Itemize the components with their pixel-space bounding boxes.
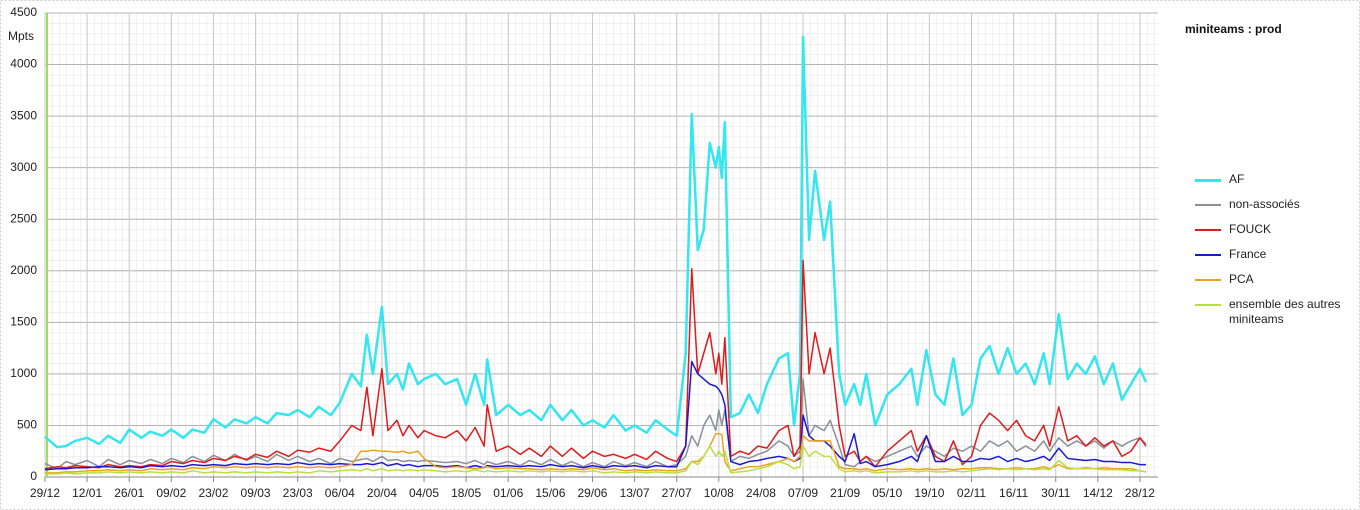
- legend-label: ensemble des autres miniteams: [1229, 297, 1341, 326]
- legend-label: non-associés: [1229, 197, 1300, 211]
- legend-item: FOUCK: [1195, 222, 1345, 247]
- y-tick-label: 3000: [10, 160, 37, 174]
- x-tick-label: 04/05: [409, 486, 439, 500]
- x-tick-label: 26/01: [114, 486, 144, 500]
- y-tick-label: 2000: [10, 263, 37, 277]
- x-tick-label: 05/10: [872, 486, 902, 500]
- legend: AF non-associés FOUCK France PCA ensemble des…: [1195, 172, 1345, 327]
- series-line: [45, 445, 1147, 475]
- series-line: [44, 35, 1148, 449]
- x-tick-label: 30/11: [1041, 486, 1070, 500]
- series-line: [44, 360, 1146, 471]
- legend-item: France: [1195, 247, 1345, 272]
- x-tick-label: 06/04: [325, 486, 355, 500]
- x-tick-label: 16/11: [999, 486, 1028, 500]
- x-tick-label: 24/08: [746, 486, 776, 500]
- x-tick-label: 28/12: [1125, 486, 1155, 500]
- legend-item: AF: [1195, 172, 1345, 197]
- y-tick-label: 2500: [10, 211, 37, 225]
- x-tick-label: 27/07: [662, 486, 692, 500]
- legend-item: ensemble des autres miniteams: [1195, 297, 1345, 327]
- x-tick-label: 02/11: [957, 486, 986, 500]
- legend-item: non-associés: [1195, 197, 1345, 222]
- series-line: [44, 259, 1147, 470]
- y-tick-label: 3500: [10, 108, 37, 122]
- x-tick-label: 07/09: [788, 486, 818, 500]
- series-line: [44, 378, 1147, 470]
- legend-label: France: [1229, 247, 1267, 261]
- x-tick-label: 01/06: [493, 486, 523, 500]
- x-tick-label: 15/06: [535, 486, 565, 500]
- x-tick-label: 18/05: [451, 486, 481, 500]
- y-tick-label: 4000: [10, 57, 37, 71]
- legend-label: AF: [1229, 172, 1245, 186]
- legend-swatch: [1195, 179, 1221, 182]
- x-tick-label: 10/08: [704, 486, 734, 500]
- x-tick-label: 12/01: [72, 486, 102, 500]
- legend-swatch: [1195, 229, 1221, 231]
- x-tick-label: 09/03: [241, 486, 271, 500]
- x-tick-label: 09/02: [156, 486, 186, 500]
- x-tick-label: 21/09: [830, 486, 860, 500]
- legend-swatch: [1195, 254, 1221, 256]
- x-tick-label: 13/07: [620, 486, 650, 500]
- y-axis-label: Mpts: [8, 29, 34, 43]
- minor-grid-area: [45, 13, 1158, 477]
- legend-item: PCA: [1195, 272, 1345, 297]
- x-tick-label: 23/02: [198, 486, 228, 500]
- y-tick-label: 0: [30, 469, 37, 483]
- x-tick-label: 19/10: [914, 486, 944, 500]
- x-tick-label: 14/12: [1083, 486, 1113, 500]
- chart-title: miniteams : prod: [1185, 22, 1282, 36]
- legend-label: FOUCK: [1229, 222, 1271, 236]
- x-tick-label: 23/03: [283, 486, 313, 500]
- legend-swatch: [1195, 279, 1221, 281]
- legend-swatch: [1195, 304, 1221, 306]
- y-tick-label: 1000: [10, 366, 37, 380]
- x-tick-label: 20/04: [367, 486, 397, 500]
- x-tick-label: 29/06: [577, 486, 607, 500]
- y-tick-label: 500: [17, 418, 37, 432]
- x-tick-label: 29/12: [30, 486, 60, 500]
- series-line: [45, 432, 1147, 474]
- legend-swatch: [1195, 204, 1221, 206]
- y-tick-label: 1500: [10, 315, 37, 329]
- y-tick-label: 4500: [10, 5, 37, 19]
- legend-label: PCA: [1229, 272, 1254, 286]
